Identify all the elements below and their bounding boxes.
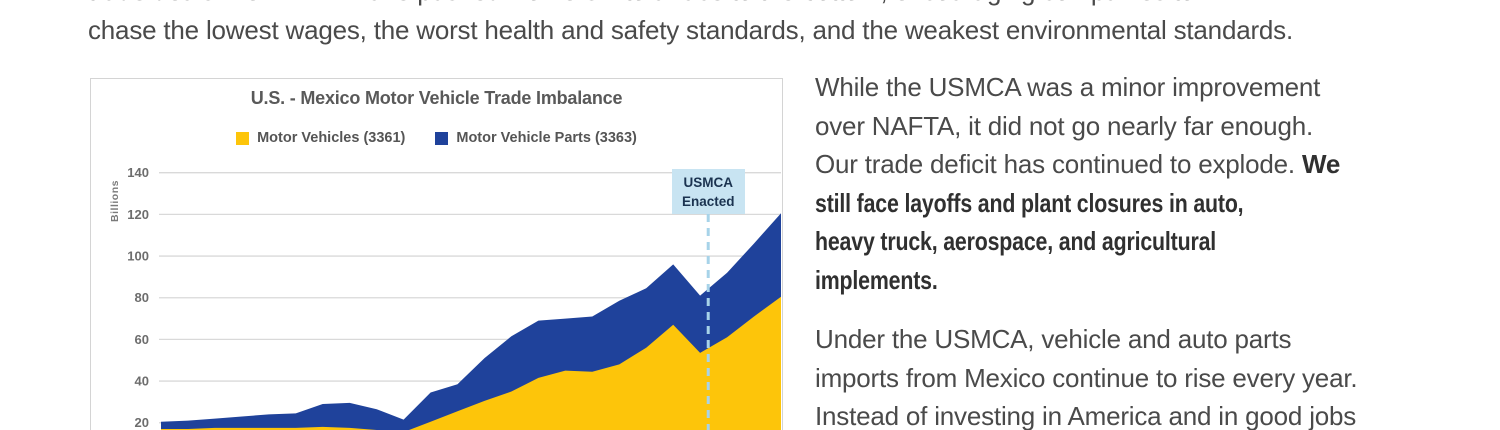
text-segment: Instead of investing in America and in g… — [815, 401, 1357, 430]
y-tick-label: 120 — [127, 207, 149, 222]
text-line: over NAFTA, it did not go nearly far eno… — [815, 107, 1455, 146]
legend-item: Motor Vehicle Parts (3363) — [435, 130, 637, 146]
trade-imbalance-chart: 20 40 60 80 100 120 140 Billions U.S. - Mexico … — [90, 78, 783, 430]
chart-legend: Motor Vehicles (3361) Motor Vehicle Parts… — [91, 130, 782, 146]
legend-swatch — [435, 131, 449, 145]
chart-title: U.S. - Mexico Motor Vehicle Trade Imbala… — [250, 88, 623, 108]
usmca-label-line1: USMCA — [683, 174, 733, 190]
top-paragraph-line: chase the lowest wages, the worst health… — [88, 15, 1294, 45]
legend-label: Motor Vehicles (3361) — [257, 130, 406, 146]
y-axis-title: Billions — [109, 180, 121, 222]
y-tick-label: 20 — [135, 415, 149, 430]
text-segment: imports from Mexico continue to rise eve… — [815, 362, 1358, 393]
text-line: imports from Mexico continue to rise eve… — [815, 359, 1455, 398]
text-line: Instead of investing in America and in g… — [815, 397, 1455, 430]
legend-item: Motor Vehicles (3361) — [236, 130, 405, 146]
bold-text-segment: implements. — [815, 264, 938, 295]
text-line: implements. — [815, 261, 1340, 300]
bold-text-segment: still face layoffs and plant closures in… — [815, 187, 1244, 218]
y-tick-label: 100 — [127, 249, 149, 264]
usmca-enacted-label: USMCA Enacted — [671, 169, 745, 214]
top-paragraph: trade deals like NAFTA have pushed worke… — [88, 0, 1488, 50]
text-segment: over NAFTA, it did not go nearly far eno… — [815, 110, 1313, 141]
text-line: While the USMCA was a minor improvement — [815, 68, 1455, 107]
right-column: While the USMCA was a minor improvement o… — [815, 68, 1455, 430]
bold-text-segment: We — [1301, 149, 1341, 179]
y-tick-label: 140 — [127, 165, 149, 180]
text-line: heavy truck, aerospace, and agricultural — [815, 222, 1340, 261]
text-segment: Under the USMCA, vehicle and auto parts — [815, 324, 1292, 354]
top-paragraph-clipped-line: trade deals like NAFTA have pushed worke… — [88, 0, 1488, 11]
legend-swatch — [236, 131, 250, 145]
y-tick-label: 40 — [135, 374, 149, 389]
text-line: Our trade deficit has continued to explo… — [815, 145, 1455, 184]
text-line: still face layoffs and plant closures in… — [815, 184, 1340, 223]
y-tick-label: 60 — [135, 332, 149, 347]
text-line: Under the USMCA, vehicle and auto parts — [815, 320, 1455, 359]
paragraph-under-usmca: Under the USMCA, vehicle and auto parts i… — [815, 320, 1455, 430]
legend-label: Motor Vehicle Parts (3363) — [456, 130, 637, 146]
area-motor-vehicles — [161, 296, 781, 430]
text-segment: While the USMCA was a minor improvement — [815, 72, 1321, 102]
y-tick-label: 80 — [135, 290, 149, 305]
bold-text-segment: heavy truck, aerospace, and agricultural — [815, 226, 1217, 256]
usmca-label-line2: Enacted — [681, 193, 735, 209]
paragraph-usmca-improvement: While the USMCA was a minor improvement o… — [815, 68, 1455, 299]
stacked-area-plot: 20 40 60 80 100 120 140 Billions — [109, 165, 781, 430]
text-segment: Our trade deficit has continued to explo… — [815, 149, 1302, 179]
